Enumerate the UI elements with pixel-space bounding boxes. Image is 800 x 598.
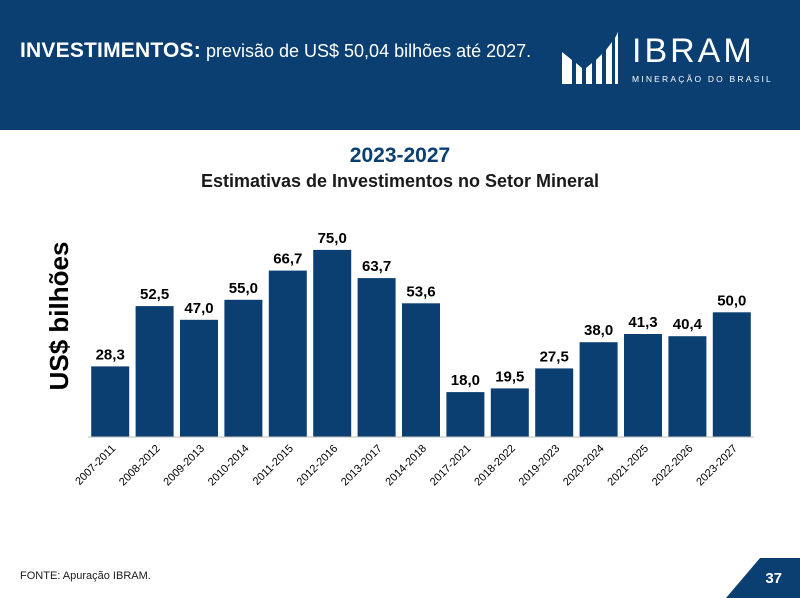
bar-value-label: 27,5 <box>540 348 569 365</box>
bar-value-label: 38,0 <box>584 322 613 339</box>
ibram-logo: IBRAM MINERAÇÃO DO BRASIL <box>560 30 780 90</box>
x-tick-label: 2018-2022 <box>472 443 518 489</box>
bar <box>224 299 263 437</box>
x-tick-label: 2021-2025 <box>605 443 651 489</box>
x-tick-label: 2014-2018 <box>383 443 429 489</box>
bar <box>535 368 574 437</box>
page-number: 37 <box>765 570 782 587</box>
header-banner: INVESTIMENTOS: previsão de US$ 50,04 bil… <box>0 0 800 130</box>
bar <box>579 342 618 437</box>
bar <box>446 392 485 437</box>
bar-value-label: 53,6 <box>406 283 435 300</box>
x-tick-label: 2019-2023 <box>517 443 563 489</box>
bar-value-label: 63,7 <box>362 258 391 275</box>
x-tick-label: 2008-2012 <box>117 443 163 489</box>
bar <box>402 303 440 437</box>
x-tick-label: 2017-2021 <box>428 443 474 489</box>
chart-title: Estimativas de Investimentos no Setor Mi… <box>200 171 600 191</box>
bar-value-label: 75,0 <box>318 230 347 247</box>
page-number-tab: 37 <box>726 558 800 598</box>
x-tick-label: 2010-2014 <box>206 443 252 489</box>
slide-title-bold: INVESTIMENTOS: <box>20 39 201 62</box>
bar <box>180 319 218 437</box>
y-axis-label: US$ bilhões <box>44 242 74 391</box>
bar <box>268 270 307 437</box>
x-tick-label: 2013-2017 <box>339 443 385 489</box>
bar <box>135 306 174 437</box>
bar-chart: US$ bilhões 28,3 2007-2011 52,5 2008-2012 47,… <box>44 230 754 489</box>
bar <box>668 336 707 437</box>
bar-value-label: 66,7 <box>273 251 302 268</box>
bar <box>91 366 130 437</box>
x-tick-label: 2011-2015 <box>251 443 296 488</box>
bar <box>624 334 662 437</box>
logo-name: IBRAM <box>632 32 755 70</box>
bar-value-label: 47,0 <box>184 300 213 317</box>
x-tick-label: 2012-2016 <box>295 443 341 489</box>
chart-period: 2023-2027 <box>349 144 451 167</box>
bar-value-label: 55,0 <box>229 280 258 297</box>
bar-value-label: 28,3 <box>96 346 125 363</box>
bar <box>490 388 529 437</box>
bar-value-label: 18,0 <box>451 372 480 389</box>
slide-title: INVESTIMENTOS: previsão de US$ 50,04 bil… <box>20 38 540 64</box>
bar-value-label: 50,0 <box>717 292 746 309</box>
x-tick-label: 2009-2013 <box>161 443 207 489</box>
bar <box>357 278 396 437</box>
ibram-logo-icon <box>562 32 618 84</box>
source-note: FONTE: Apuração IBRAM. <box>20 570 151 582</box>
bar <box>712 312 751 437</box>
x-tick-label: 2020-2024 <box>561 443 607 489</box>
slide-title-rest: previsão de US$ 50,04 bilhões até 2027. <box>205 41 532 61</box>
x-tick-label: 2007-2011 <box>73 443 118 488</box>
bar-value-label: 41,3 <box>628 314 657 331</box>
x-tick-label: 2023-2027 <box>694 443 740 489</box>
bar <box>313 249 352 437</box>
bar-value-label: 19,5 <box>495 368 524 385</box>
logo-subtitle: MINERAÇÃO DO BRASIL <box>632 74 773 84</box>
bar-value-label: 52,5 <box>140 286 169 303</box>
bar-value-label: 40,4 <box>673 316 703 333</box>
x-tick-label: 2022-2026 <box>650 443 696 489</box>
